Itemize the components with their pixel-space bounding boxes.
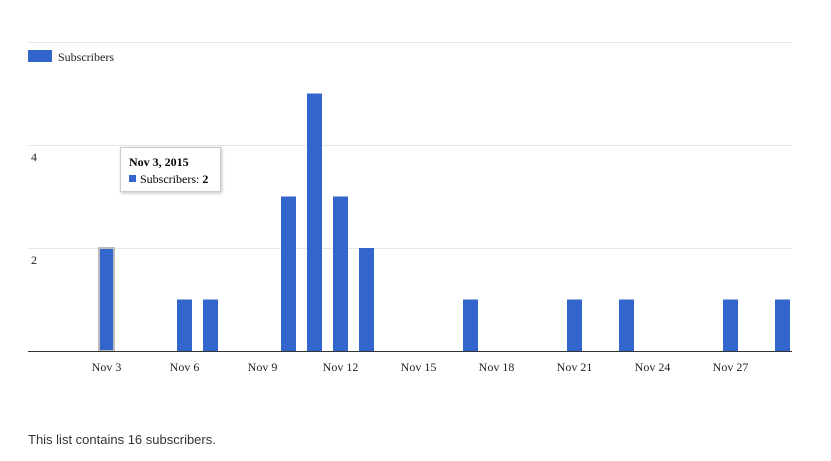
bar[interactable] (307, 93, 322, 352)
x-tick-label: Nov 12 (323, 360, 359, 374)
bar[interactable] (619, 299, 634, 352)
x-tick-label: Nov 18 (479, 360, 515, 374)
bar[interactable] (463, 299, 478, 352)
subscriber-count-summary: This list contains 16 subscribers. (28, 432, 216, 447)
x-tick-label: Nov 21 (557, 360, 593, 374)
y-tick-label: 2 (31, 253, 37, 267)
tooltip-title: Nov 3, 2015 (129, 155, 189, 169)
bar[interactable] (567, 299, 582, 352)
x-tick-label: Nov 9 (248, 360, 278, 374)
y-tick-label: 4 (31, 150, 37, 164)
bar-tooltip: Nov 3, 2015 Subscribers: 2 (120, 147, 221, 192)
x-tick-label: Nov 6 (170, 360, 200, 374)
bar[interactable] (775, 299, 790, 352)
x-tick-label: Nov 24 (635, 360, 671, 374)
x-tick-label: Nov 27 (713, 360, 749, 374)
x-tick-label: Nov 3 (92, 360, 122, 374)
bar[interactable] (359, 248, 374, 351)
bar[interactable] (723, 299, 738, 352)
bar[interactable] (203, 299, 218, 352)
chart-legend: Subscribers (28, 50, 114, 64)
tooltip-series-label: Subscribers: (140, 172, 200, 186)
tooltip-swatch (129, 175, 136, 182)
tooltip-value: 2 (202, 172, 209, 186)
bar[interactable] (98, 247, 115, 352)
bar[interactable] (177, 299, 192, 352)
legend-swatch-subscribers (28, 50, 52, 62)
legend-label-subscribers: Subscribers (58, 50, 114, 64)
x-tick-label: Nov 15 (401, 360, 437, 374)
bar[interactable] (281, 196, 296, 352)
tooltip-row: Subscribers: 2 (129, 172, 208, 187)
bar[interactable] (333, 196, 348, 352)
